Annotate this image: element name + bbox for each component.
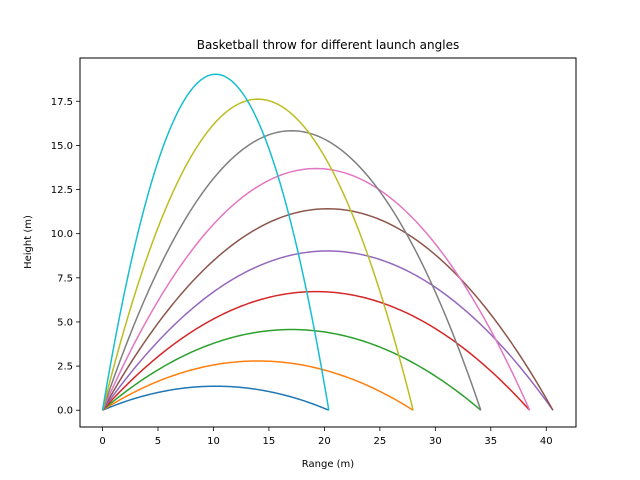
y-tick-label: 5.0: [57, 317, 73, 328]
y-tick-label: 0.0: [57, 406, 73, 417]
series-line-1: [102, 385, 330, 411]
x-tick-label: 30: [429, 436, 442, 447]
chart-title: Basketball throw for different launch an…: [197, 38, 459, 52]
y-tick-label: 2.5: [57, 362, 73, 373]
x-tick-label: 25: [373, 436, 386, 447]
x-tick-label: 20: [318, 436, 331, 447]
x-tick-label: 0: [99, 436, 105, 447]
series-line-2: [102, 360, 414, 411]
y-tick-label: 12.5: [51, 185, 73, 196]
y-axis-label: Height (m): [23, 215, 34, 269]
y-tick-label: 7.5: [57, 273, 73, 284]
x-tick-label: 35: [484, 436, 497, 447]
x-axis-label: Range (m): [302, 459, 355, 470]
series-line-10: [101, 73, 330, 411]
series-line-6: [101, 208, 554, 411]
x-tick-label: 5: [155, 436, 161, 447]
series-line-9: [101, 98, 414, 411]
x-tick-label: 10: [207, 436, 220, 447]
y-tick-label: 17.5: [51, 97, 73, 108]
y-tick-label: 15.0: [51, 141, 73, 152]
series-line-8: [101, 129, 482, 411]
x-tick-label: 40: [540, 436, 553, 447]
x-tick-label: 15: [263, 436, 276, 447]
series-line-7: [101, 167, 531, 411]
x-axis: 0 5 10 15 20 25 30 35 40: [99, 427, 553, 447]
y-tick-label: 10.0: [51, 229, 73, 240]
plot-frame: [79, 57, 577, 428]
series-line-5: [101, 250, 554, 411]
y-axis: 0.0 2.5 5.0 7.5 10.0 12.5 15.0 17.5: [51, 97, 80, 417]
series-line-4: [101, 290, 531, 411]
series-line-3: [102, 328, 482, 411]
series-layer: [101, 73, 554, 411]
